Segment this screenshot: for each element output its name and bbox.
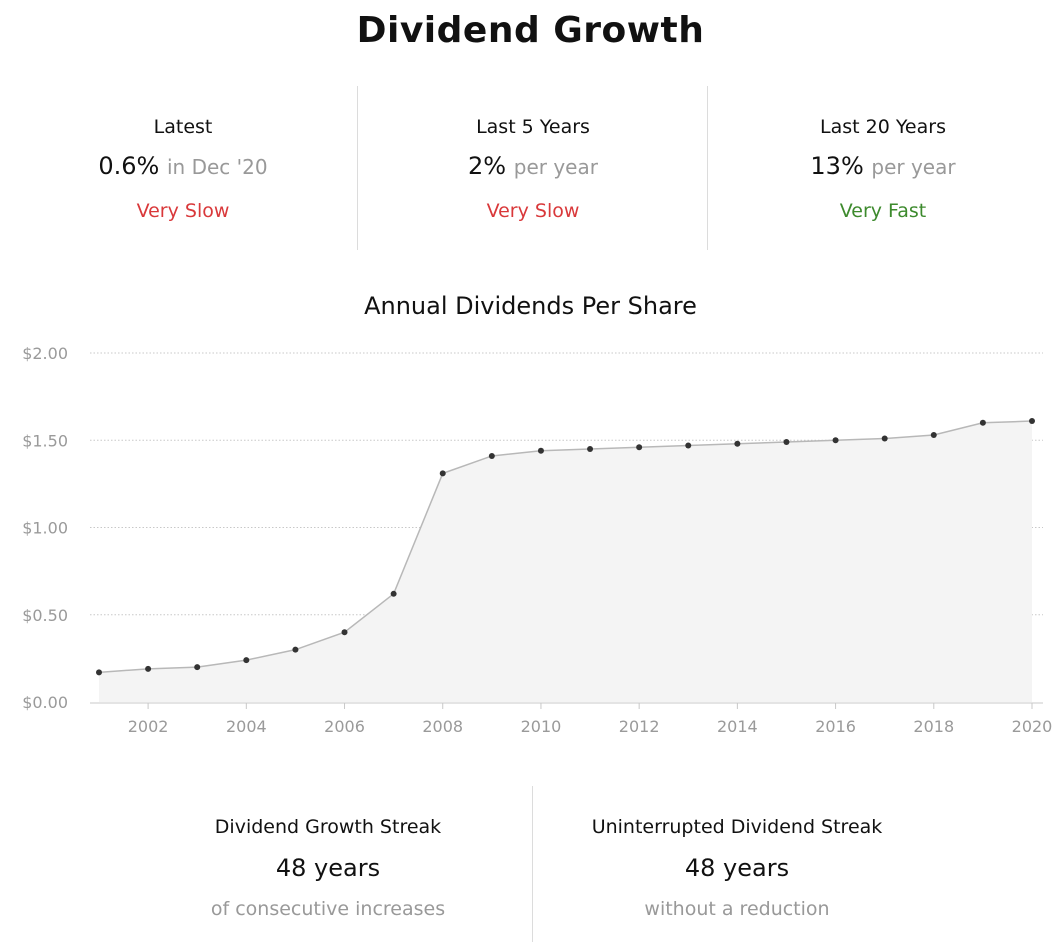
- data-point: [341, 629, 348, 636]
- streak-value: 48 years: [275, 854, 381, 882]
- chart-title: Annual Dividends Per Share: [364, 292, 697, 320]
- stat-latest: Latest 0.6% in Dec '20 Very Slow: [8, 86, 358, 250]
- x-tick-label: 2018: [913, 717, 954, 736]
- x-tick-label: 2016: [815, 717, 856, 736]
- data-point: [636, 444, 643, 451]
- stat-number: 2%: [468, 152, 507, 180]
- stat-rating: Very Fast: [839, 200, 927, 222]
- streak-value: 48 years: [684, 854, 790, 882]
- divider: [707, 86, 708, 250]
- x-tick-label: 2004: [226, 717, 267, 736]
- stat-value: 0.6% in Dec '20: [8, 152, 358, 180]
- y-tick-label: $0.50: [22, 606, 68, 625]
- stat-value: 2% per year: [358, 152, 708, 180]
- stat-label: Latest: [153, 116, 213, 138]
- y-tick-label: $1.50: [22, 431, 68, 450]
- stat-label: Last 20 Years: [820, 116, 946, 138]
- stat-last-20-years: Last 20 Years 13% per year Very Fast: [708, 86, 1058, 250]
- page-title: Dividend Growth: [356, 10, 705, 51]
- streak-label: Uninterrupted Dividend Streak: [591, 816, 883, 838]
- y-tick-label: $0.00: [22, 693, 68, 712]
- x-tick-label: 2012: [619, 717, 660, 736]
- stat-rating: Very Slow: [486, 200, 580, 222]
- stat-unit: in Dec '20: [167, 155, 268, 179]
- x-tick-label: 2020: [1012, 717, 1053, 736]
- divider: [532, 786, 533, 942]
- data-point: [194, 664, 201, 671]
- data-point: [832, 437, 839, 444]
- data-point: [488, 452, 495, 459]
- data-point: [439, 470, 446, 477]
- data-point: [930, 432, 937, 439]
- x-tick-label: 2002: [128, 717, 169, 736]
- data-point: [243, 657, 250, 664]
- data-point: [145, 665, 152, 672]
- data-point: [537, 447, 544, 454]
- data-point: [881, 435, 888, 442]
- streak-sub: of consecutive increases: [210, 898, 446, 920]
- y-tick-label: $1.00: [22, 519, 68, 538]
- area-fill: [99, 421, 1032, 702]
- growth-stats: Latest 0.6% in Dec '20 Very Slow Last 5 …: [8, 86, 1058, 250]
- data-point: [734, 440, 741, 447]
- series-line: [98, 420, 1033, 674]
- x-tick-label: 2010: [521, 717, 562, 736]
- x-tick-label: 2006: [324, 717, 365, 736]
- stat-last-5-years: Last 5 Years 2% per year Very Slow: [358, 86, 708, 250]
- data-point: [390, 590, 397, 597]
- x-tick-label: 2008: [422, 717, 463, 736]
- divider: [357, 86, 358, 250]
- data-point: [292, 646, 299, 653]
- stat-unit: per year: [871, 155, 956, 179]
- data-point: [783, 438, 790, 445]
- stat-value: 13% per year: [708, 152, 1058, 180]
- data-point: [96, 669, 102, 676]
- data-point: [1029, 418, 1035, 425]
- data-point: [587, 445, 594, 452]
- stat-unit: per year: [513, 155, 598, 179]
- stat-number: 13%: [810, 152, 864, 180]
- streak-sub: without a reduction: [644, 898, 830, 920]
- streaks: Dividend Growth Streak 48 years of conse…: [0, 786, 1061, 942]
- stat-number: 0.6%: [98, 152, 160, 180]
- y-tick-label: $2.00: [22, 344, 68, 363]
- streak-label: Dividend Growth Streak: [214, 816, 442, 838]
- stat-label: Last 5 Years: [476, 116, 590, 138]
- data-point: [979, 419, 986, 426]
- stat-rating: Very Slow: [136, 200, 230, 222]
- dividend-chart: $0.00 $0.50 $1.00 $1.50 $2.00 2002 2004 2006 200…: [22, 344, 1053, 736]
- x-tick-label: 2014: [717, 717, 758, 736]
- data-point: [685, 442, 692, 449]
